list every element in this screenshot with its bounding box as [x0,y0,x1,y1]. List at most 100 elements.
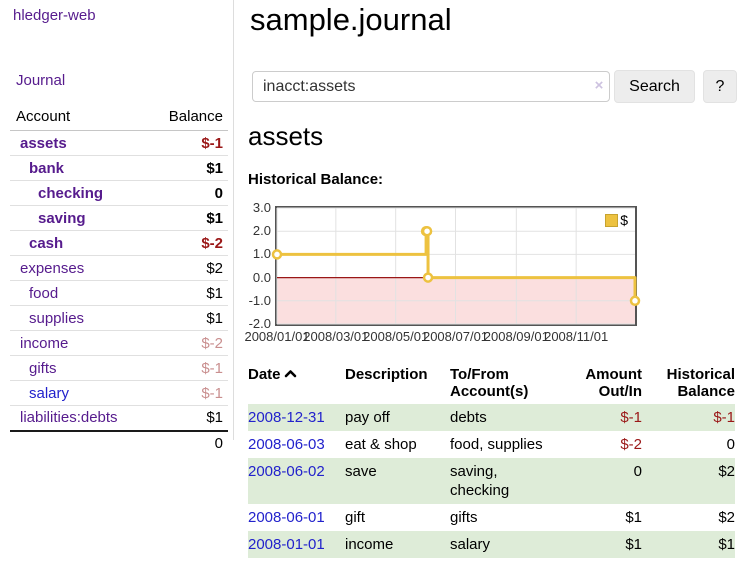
transaction-description: income [345,536,394,553]
transaction-balance: $2 [718,463,735,480]
account-link-supplies[interactable]: supplies [29,309,85,327]
register-row: 2008-06-01 gift gifts $1 $2 [248,504,735,531]
register-table: Date Description To/From Account(s) Amou… [248,360,735,558]
search-button[interactable]: Search [614,70,695,103]
y-tick-label: -2.0 [248,316,271,331]
x-tick-label: 2008/03/01 [303,329,369,344]
chart-title: Historical Balance: [248,171,384,188]
y-tick-label: -1.0 [248,292,271,308]
column-balance: Historical Balance [666,366,735,400]
account-row: income $-2 [10,330,228,356]
register-row: 2008-12-31 pay off debts $-1 $-1 [248,404,735,431]
transaction-balance: $1 [718,536,735,553]
transaction-accounts: food, supplies [450,436,543,453]
account-row: assets $-1 [10,130,228,156]
column-accounts: To/From Account(s) [450,366,529,400]
account-row: salary $-1 [10,380,228,406]
account-link-liabilities-debts[interactable]: liabilities:debts [20,409,118,427]
accounts-total: 0 [148,429,228,456]
page-title: sample.journal [250,2,452,37]
accounts-table: Account Balance assets $-1 bank $1 check… [10,105,228,456]
transaction-description: pay off [345,409,390,426]
account-balance: $-1 [148,380,228,406]
account-link-cash[interactable]: cash [29,234,64,252]
historical-balance-chart: 3.0 2.0 1.0 0.0 -1.0 -2.0 2008/01/01 2008/03/0… [244,200,641,345]
transaction-description: save [345,463,377,480]
transaction-amount: $1 [625,509,642,526]
x-tick-label: 2008/11/01 [544,329,609,344]
account-row: expenses $2 [10,255,228,281]
x-tick-label: 2008/05/01 [363,329,429,344]
account-balance: $1 [148,405,228,431]
register-row: 2008-01-01 income salary $1 $1 [248,531,735,558]
transaction-balance: 0 [726,436,735,453]
transaction-description: gift [345,509,366,526]
account-balance: $-1 [148,355,228,381]
account-balance: $-1 [148,130,228,156]
transaction-date-link[interactable]: 2008-12-31 [248,409,325,426]
transaction-amount: $1 [625,536,642,553]
account-link-gifts[interactable]: gifts [29,359,57,377]
account-row: saving $1 [10,205,228,231]
column-date[interactable]: Date [248,360,345,404]
accounts-header-balance: Balance [148,105,228,131]
search-input[interactable] [252,71,610,102]
sidebar-item-journal[interactable]: Journal [16,72,66,89]
sort-ascending-icon [284,370,296,378]
account-row: checking 0 [10,180,228,206]
help-button[interactable]: ? [703,70,737,103]
transaction-accounts: saving, checking [450,463,510,499]
account-balance: 0 [148,180,228,206]
register-header-row: Date Description To/From Account(s) Amou… [248,360,735,404]
sidebar-divider [233,0,234,440]
y-tick-label: 2.0 [252,223,271,239]
app-title-link[interactable]: hledger-web [13,7,96,24]
transaction-accounts: salary [450,536,491,553]
transaction-balance: $2 [718,509,735,526]
x-tick-label: 2008/09/01 [483,329,549,344]
account-link-income[interactable]: income [20,334,69,352]
transaction-balance: $-1 [713,409,735,426]
account-row: cash $-2 [10,230,228,256]
account-page-title: assets [248,121,324,151]
account-link-saving[interactable]: saving [38,209,86,227]
chart-plot-area [271,206,641,326]
account-row: food $1 [10,280,228,306]
account-balance: $1 [148,205,228,231]
register-row: 2008-06-03 eat & shop food, supplies $-2… [248,431,735,458]
chart-canvas [271,207,641,325]
column-description: Description [345,366,428,383]
legend-label: $ [620,212,628,228]
transaction-date-link[interactable]: 2008-06-03 [248,436,325,453]
transaction-date-link[interactable]: 2008-01-01 [248,536,325,553]
transaction-amount: 0 [633,463,642,480]
transaction-amount: $-1 [620,409,642,426]
account-link-checking[interactable]: checking [38,184,104,202]
transaction-accounts: debts [450,409,487,426]
account-balance: $1 [148,280,228,306]
account-link-expenses[interactable]: expenses [20,259,85,277]
transaction-accounts: gifts [450,509,478,526]
x-tick-label: 2008/07/01 [422,329,489,344]
accounts-total-row: 0 [10,429,228,456]
account-link-food[interactable]: food [29,284,59,302]
account-link-bank[interactable]: bank [29,159,65,177]
account-link-salary[interactable]: salary [29,384,70,402]
account-balance: $1 [148,155,228,181]
account-row: bank $1 [10,155,228,181]
y-tick-label: 3.0 [252,200,271,215]
transaction-description: eat & shop [345,436,417,453]
account-link-assets[interactable]: assets [20,134,67,152]
account-row: supplies $1 [10,305,228,331]
account-balance: $-2 [148,230,228,256]
y-tick-label: 0.0 [252,269,271,285]
accounts-header-row: Account Balance [10,105,228,131]
transaction-date-link[interactable]: 2008-06-01 [248,509,325,526]
y-tick-label: 1.0 [252,246,271,262]
register-row: 2008-06-02 save saving, checking 0 $2 [248,458,735,504]
chart-legend: $ [603,211,630,229]
clear-search-icon[interactable]: × [594,77,604,94]
transaction-date-link[interactable]: 2008-06-02 [248,463,325,480]
accounts-header-account: Account [10,105,149,131]
account-balance: $2 [148,255,228,281]
